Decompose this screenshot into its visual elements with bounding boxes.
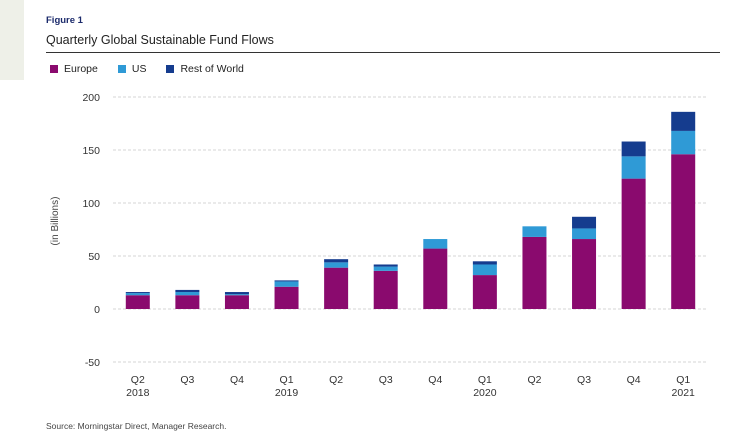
title-divider: [46, 52, 720, 53]
bar-us: [175, 292, 200, 296]
bar-europe: [175, 295, 200, 309]
x-year-label: 2021: [672, 387, 696, 399]
y-tick-label: -50: [85, 357, 100, 369]
bar-europe: [125, 295, 150, 309]
x-year-label: 2018: [126, 387, 150, 399]
x-tick-label: Q4: [230, 374, 244, 386]
bar-us: [324, 262, 349, 268]
bar-europe: [373, 270, 398, 309]
bar-europe: [572, 239, 597, 309]
bar-europe: [671, 154, 696, 309]
x-tick-label: Q3: [577, 374, 591, 386]
source-note: Source: Morningstar Direct, Manager Rese…: [46, 421, 227, 431]
x-tick-label: Q3: [180, 374, 194, 386]
y-tick-label: 150: [82, 145, 100, 157]
bar-rest-of-world: [224, 292, 249, 295]
figure-label: Figure 1: [46, 15, 83, 26]
bar-us: [224, 294, 249, 296]
chart-title: Quarterly Global Sustainable Fund Flows: [46, 33, 274, 47]
bar-us: [572, 228, 597, 240]
x-tick-label: Q2: [329, 374, 343, 386]
bar-rest-of-world: [621, 141, 646, 157]
legend-swatch-europe: [50, 65, 58, 73]
legend-swatch-rest-of-world: [166, 65, 175, 73]
legend-label-us: US: [131, 63, 147, 75]
legend-label-europe: Europe: [64, 63, 98, 75]
bar-rest-of-world: [572, 216, 597, 229]
x-tick-label: Q1: [478, 374, 492, 386]
x-tick-label: Q2: [527, 374, 541, 386]
bar-us: [125, 293, 150, 296]
chart-legend: Europe US Rest of World: [50, 62, 264, 76]
x-year-label: 2019: [275, 387, 299, 399]
side-panel: [0, 0, 24, 80]
y-tick-label: 200: [82, 92, 100, 104]
x-tick-label: Q4: [428, 374, 442, 386]
bar-rest-of-world: [175, 289, 200, 293]
bar-us: [522, 226, 547, 237]
y-tick-label: 100: [82, 198, 100, 210]
x-tick-label: Q2: [131, 374, 145, 386]
legend-label-rest-of-world: Rest of World: [180, 63, 244, 75]
bar-europe: [472, 275, 497, 309]
bar-rest-of-world: [324, 259, 349, 263]
legend-item-europe: Europe: [50, 63, 98, 75]
legend-item-us: US: [117, 63, 147, 75]
x-year-label: 2020: [473, 387, 497, 399]
bar-rest-of-world: [373, 264, 398, 267]
legend-swatch-us: [117, 65, 126, 73]
y-tick-label: 50: [88, 251, 100, 263]
bar-europe: [324, 267, 349, 309]
legend-item-rest-of-world: Rest of World: [166, 63, 244, 75]
y-axis-label: (in Billions): [50, 197, 61, 246]
bar-us: [621, 156, 646, 179]
bar-europe: [621, 178, 646, 309]
bar-rest-of-world: [671, 111, 696, 131]
bar-us: [671, 130, 696, 155]
bar-us: [274, 281, 299, 287]
x-tick-label: Q1: [280, 374, 294, 386]
bar-rest-of-world: [472, 261, 497, 265]
bar-us: [472, 264, 497, 276]
bar-europe: [522, 236, 547, 309]
bar-rest-of-world: [125, 292, 150, 294]
bar-us: [423, 239, 448, 249]
x-tick-label: Q4: [627, 374, 641, 386]
x-tick-label: Q3: [379, 374, 393, 386]
x-tick-label: Q1: [676, 374, 690, 386]
bar-europe: [224, 295, 249, 309]
bar-europe: [274, 286, 299, 309]
bar-europe: [423, 248, 448, 309]
y-tick-label: 0: [94, 304, 100, 316]
bar-rest-of-world: [274, 280, 299, 282]
bar-us: [373, 266, 398, 271]
